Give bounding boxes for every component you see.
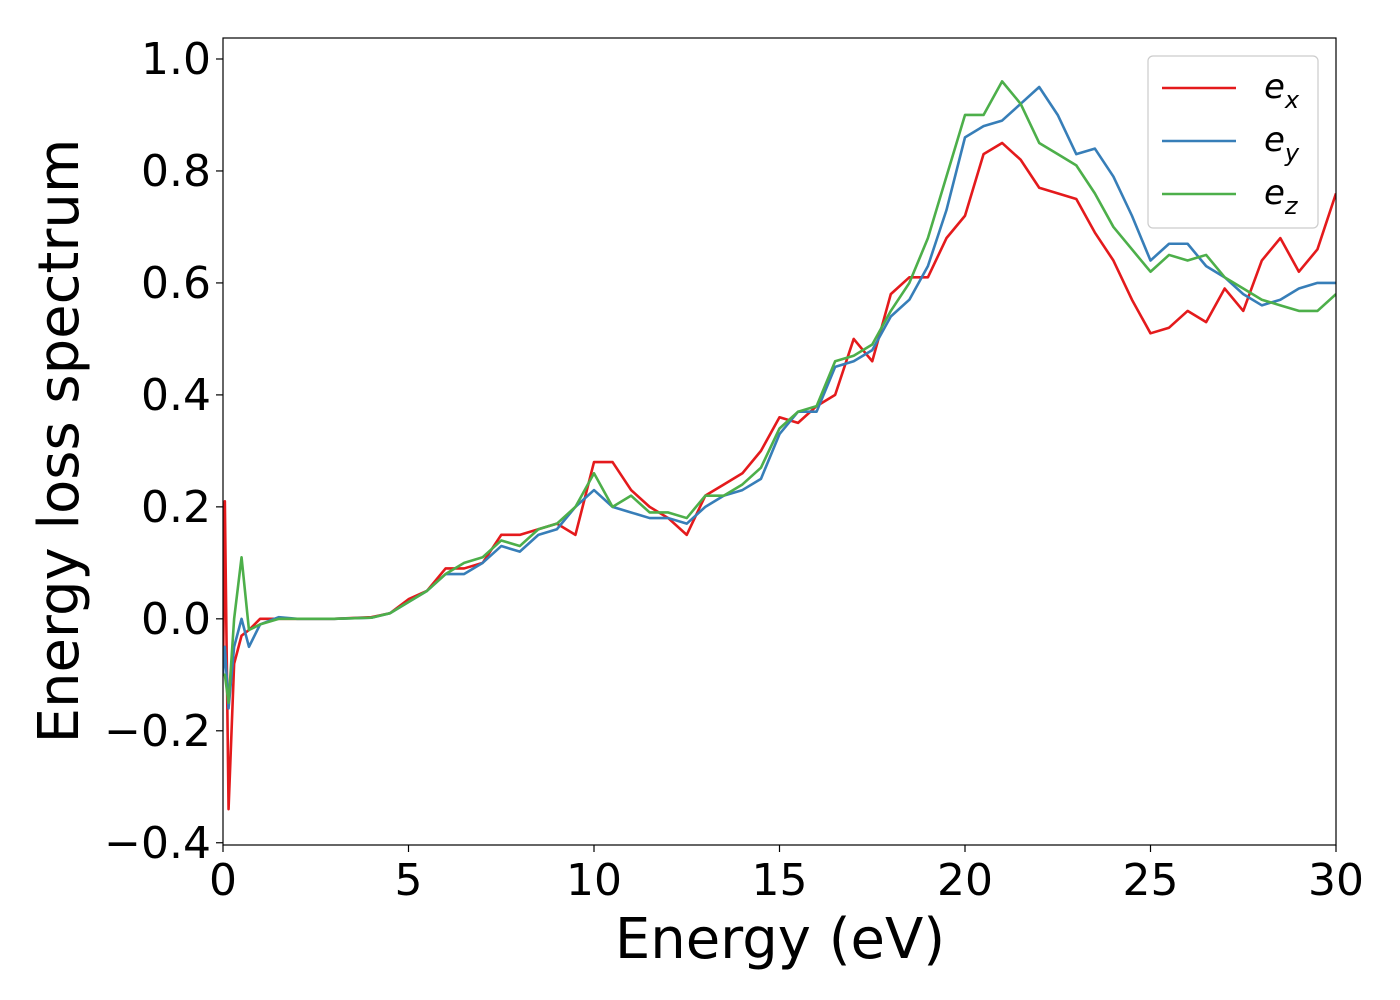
y-tick-label: −0.4 [104,818,211,869]
y-tick-label: 0.4 [141,370,211,421]
x-tick-label: 10 [566,855,622,906]
x-tick-label: 30 [1308,855,1364,906]
legend-label: ez [1264,173,1299,220]
x-tick-label: 0 [209,855,237,906]
y-tick-label: −0.2 [104,706,211,757]
y-tick-label: 0.8 [141,146,211,197]
legend-label: ey [1264,120,1300,167]
legend-label: ex [1264,67,1300,114]
y-tick-label: 0.2 [141,482,211,533]
x-tick-label: 5 [395,855,423,906]
data-line [223,80,1336,705]
x-tick-label: 25 [1123,855,1179,906]
x-tick-label: 15 [752,855,808,906]
y-tick-label: 0.0 [141,594,211,645]
plot-frame [222,37,1337,846]
y-tick-label: 0.6 [141,258,211,309]
x-tick-label: 20 [937,855,993,906]
y-tick-label: 1.0 [141,34,211,85]
x-axis-label: Energy (eV) [615,907,945,972]
y-axis-label: Energy loss spectrum [27,139,92,744]
